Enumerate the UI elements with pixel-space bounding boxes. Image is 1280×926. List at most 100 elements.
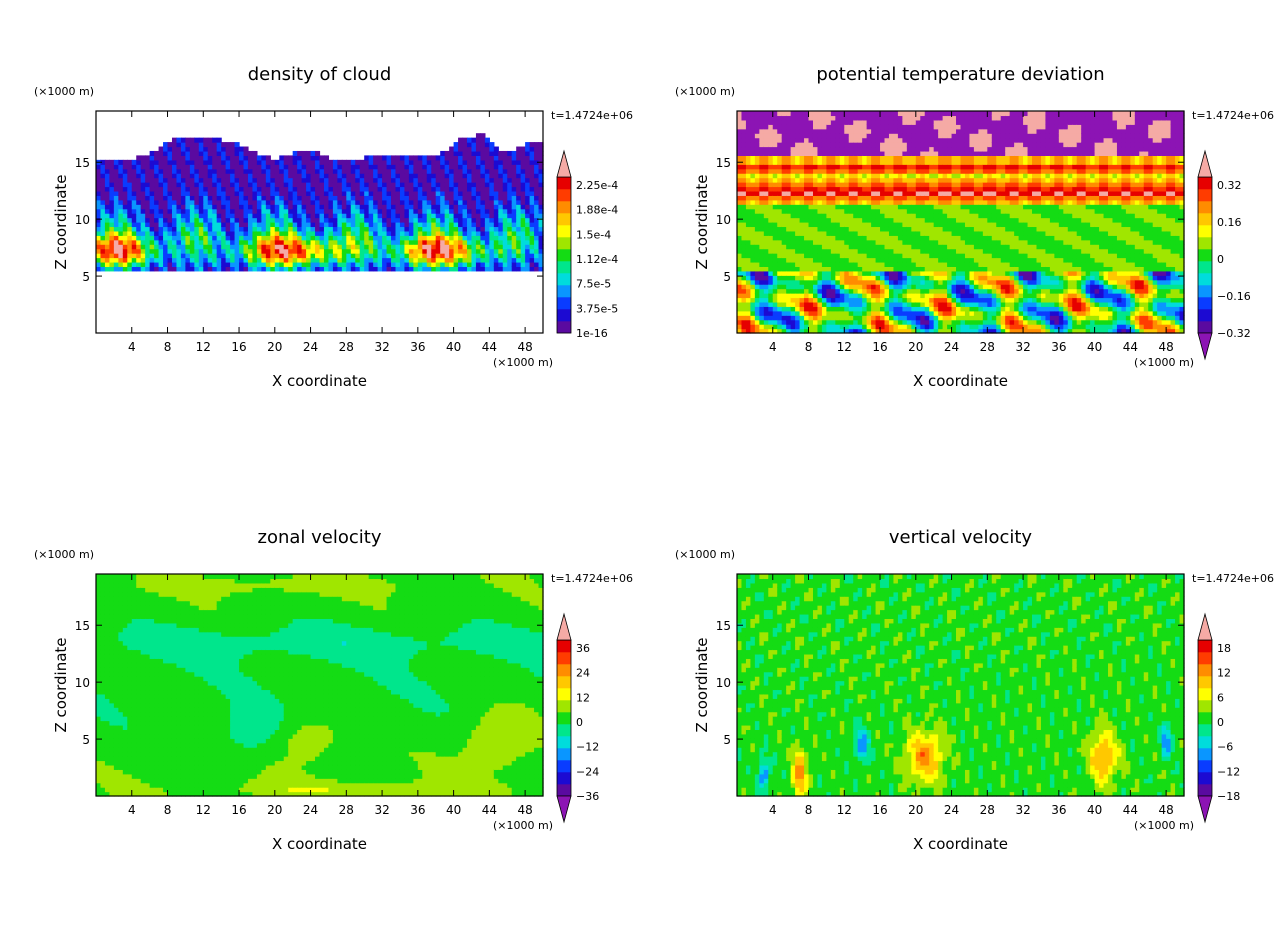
field-cell xyxy=(355,257,361,263)
field-cell xyxy=(113,208,119,214)
field-cell xyxy=(786,293,792,299)
field-cell xyxy=(750,239,756,245)
field-cell xyxy=(270,261,276,267)
field-cell xyxy=(395,226,401,232)
field-cell xyxy=(154,226,160,232)
field-cell xyxy=(772,301,778,307)
field-cell xyxy=(929,195,935,201)
field-cell xyxy=(158,213,164,219)
field-cell xyxy=(790,306,796,312)
field-cell xyxy=(502,182,508,188)
field-cell xyxy=(221,146,227,152)
field-cell xyxy=(216,235,222,241)
field-cell xyxy=(167,146,173,152)
field-cell xyxy=(498,217,504,223)
field-cell xyxy=(821,306,827,312)
field-cell xyxy=(475,217,482,223)
field-cell xyxy=(915,173,921,179)
field-cell xyxy=(804,119,810,125)
field-cell xyxy=(315,253,321,259)
field-cell xyxy=(529,257,535,263)
field-cell xyxy=(812,142,819,148)
field-cell xyxy=(790,310,796,316)
field-cell xyxy=(230,213,236,219)
field-cell xyxy=(247,204,254,210)
field-cell xyxy=(534,257,540,263)
field-cell xyxy=(520,266,526,272)
field-cell xyxy=(154,199,160,205)
field-cell xyxy=(359,261,365,267)
field-cell xyxy=(256,182,262,188)
field-cell xyxy=(911,204,917,210)
field-cell xyxy=(772,182,778,188)
field-cell xyxy=(795,159,801,165)
field-cell xyxy=(525,217,531,223)
field-cell xyxy=(270,159,276,165)
field-cell xyxy=(292,195,298,201)
field-cell xyxy=(799,128,805,134)
field-cell xyxy=(884,306,890,312)
field-cell xyxy=(799,239,805,245)
field-cell xyxy=(884,146,890,152)
field-cell xyxy=(520,257,526,263)
field-cell xyxy=(283,257,289,263)
field-cell xyxy=(920,124,926,130)
field-cell xyxy=(790,128,796,134)
field-cell xyxy=(875,190,881,196)
field-cell xyxy=(449,177,455,183)
field-cell xyxy=(247,266,254,272)
field-cell xyxy=(741,266,747,272)
field-cell xyxy=(857,111,863,117)
field-cell xyxy=(520,155,526,161)
field-cell xyxy=(520,186,526,192)
field-cell xyxy=(422,257,428,263)
field-cell xyxy=(247,213,254,219)
field-cell xyxy=(221,235,227,241)
field-cell xyxy=(440,190,446,196)
field-cell xyxy=(750,297,756,303)
field-cell xyxy=(270,177,276,183)
field-cell xyxy=(507,190,513,196)
field-cell xyxy=(328,168,334,174)
field-cell xyxy=(234,177,240,183)
field-cell xyxy=(154,186,160,192)
field-cell xyxy=(884,310,890,316)
field-cell xyxy=(888,324,895,330)
field-cell xyxy=(790,146,796,152)
field-cell xyxy=(839,146,845,152)
field-cell xyxy=(212,217,218,223)
field-cell xyxy=(185,150,191,156)
field-cell xyxy=(185,208,191,214)
field-cell xyxy=(777,239,783,245)
field-cell xyxy=(377,164,383,170)
field-cell xyxy=(408,177,414,183)
field-cell xyxy=(538,204,544,210)
field-cell xyxy=(413,177,419,183)
field-cell xyxy=(915,115,921,121)
field-cell xyxy=(871,182,877,188)
field-cell xyxy=(243,199,249,205)
field-cell xyxy=(866,297,872,303)
field-cell xyxy=(431,208,437,214)
field-cell xyxy=(185,137,191,143)
field-cell xyxy=(431,222,437,228)
field-cell xyxy=(893,235,899,241)
field-cell xyxy=(118,199,124,205)
colorbar-over-arrow xyxy=(556,149,572,178)
field-cell xyxy=(453,164,459,170)
field-cell xyxy=(261,168,267,174)
field-cell xyxy=(158,150,164,156)
field-cell xyxy=(795,190,801,196)
field-cell xyxy=(844,137,850,143)
field-cell xyxy=(337,204,343,210)
field-cell xyxy=(754,195,760,201)
field-cell xyxy=(906,177,912,183)
field-cell xyxy=(857,324,863,330)
field-cell xyxy=(368,204,374,210)
field-cell xyxy=(880,124,886,130)
field-cell xyxy=(274,217,280,223)
field-cell xyxy=(884,222,890,228)
field-cell xyxy=(359,177,365,183)
field-cell xyxy=(525,168,531,174)
field-cell xyxy=(140,217,146,223)
